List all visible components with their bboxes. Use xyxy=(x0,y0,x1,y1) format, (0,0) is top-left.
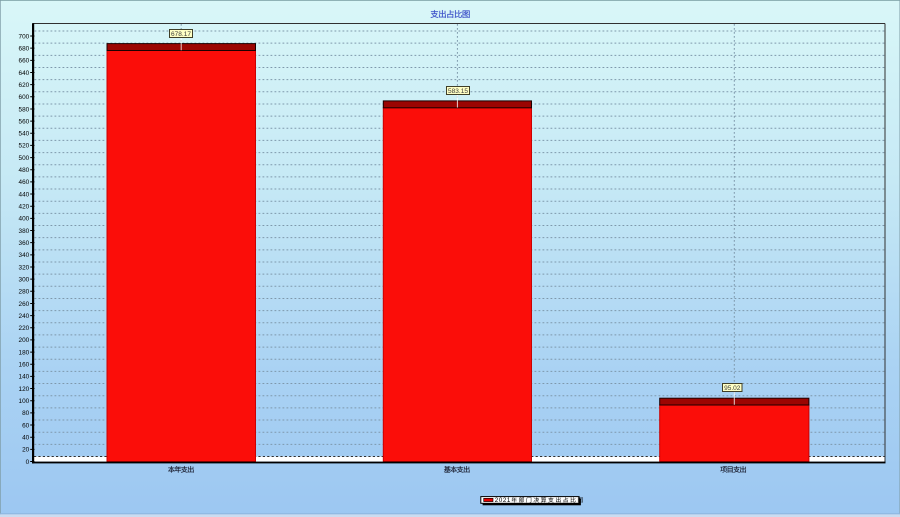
svg-text:640: 640 xyxy=(19,70,30,77)
svg-text:40: 40 xyxy=(22,434,30,441)
svg-text:560: 560 xyxy=(19,118,30,125)
svg-text:280: 280 xyxy=(19,289,30,296)
svg-text:400: 400 xyxy=(19,216,30,223)
svg-text:20: 20 xyxy=(22,447,30,454)
svg-text:380: 380 xyxy=(19,228,30,235)
svg-text:360: 360 xyxy=(19,240,30,247)
svg-text:260: 260 xyxy=(19,301,30,308)
svg-text:300: 300 xyxy=(19,276,30,283)
svg-text:320: 320 xyxy=(19,264,30,271)
svg-text:340: 340 xyxy=(19,252,30,259)
svg-text:583.15: 583.15 xyxy=(448,88,468,95)
svg-text:80: 80 xyxy=(22,410,30,417)
svg-text:700: 700 xyxy=(19,33,30,40)
svg-text:180: 180 xyxy=(19,349,30,356)
svg-text:60: 60 xyxy=(22,422,30,429)
svg-text:600: 600 xyxy=(19,94,30,101)
svg-text:220: 220 xyxy=(19,325,30,332)
svg-text:0: 0 xyxy=(26,459,30,466)
svg-text:500: 500 xyxy=(19,155,30,162)
svg-text:2021: 2021 xyxy=(495,497,511,504)
svg-text:95.02: 95.02 xyxy=(724,385,741,392)
svg-text:140: 140 xyxy=(19,374,30,381)
svg-text:480: 480 xyxy=(19,167,30,174)
svg-text:440: 440 xyxy=(19,191,30,198)
svg-text:580: 580 xyxy=(19,106,30,113)
svg-text:520: 520 xyxy=(19,143,30,150)
svg-text:100: 100 xyxy=(19,398,30,405)
svg-text:660: 660 xyxy=(19,58,30,65)
svg-text:160: 160 xyxy=(19,362,30,369)
svg-text:460: 460 xyxy=(19,179,30,186)
svg-text:420: 420 xyxy=(19,204,30,211)
svg-text:678.17: 678.17 xyxy=(171,31,191,38)
svg-text:120: 120 xyxy=(19,386,30,393)
svg-text:200: 200 xyxy=(19,337,30,344)
svg-text:680: 680 xyxy=(19,45,30,52)
svg-text:240: 240 xyxy=(19,313,30,320)
svg-text:620: 620 xyxy=(19,82,30,89)
svg-text:540: 540 xyxy=(19,131,30,138)
